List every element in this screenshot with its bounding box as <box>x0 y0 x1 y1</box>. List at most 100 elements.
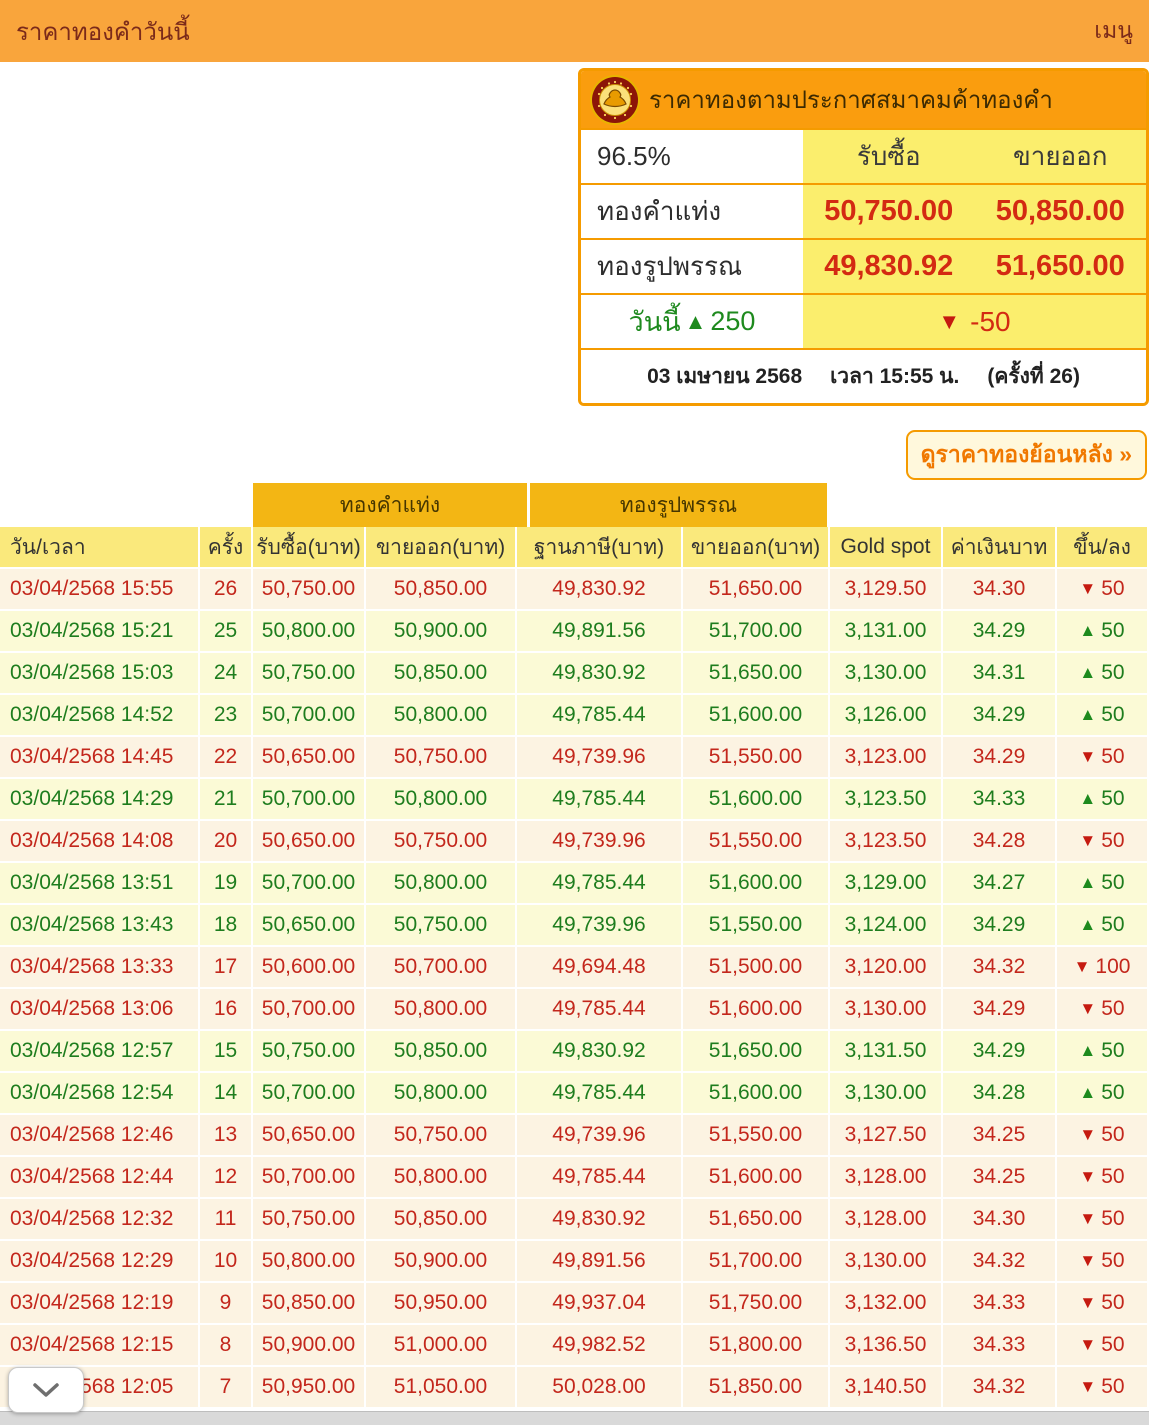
cell-round: 19 <box>200 863 253 905</box>
cell-round: 14 <box>200 1073 253 1115</box>
menu-button[interactable]: เมนู <box>1094 17 1133 43</box>
cell-bar-sell: 50,700.00 <box>366 947 517 989</box>
table-row: 03/04/2568 12:57 15 50,750.00 50,850.00 … <box>0 1031 1149 1073</box>
cell-bar-sell: 50,850.00 <box>366 569 517 611</box>
cell-round: 16 <box>200 989 253 1031</box>
cell-bar-buy: 50,800.00 <box>253 611 366 653</box>
cell-ornament-tax: 50,028.00 <box>517 1367 683 1409</box>
down-triangle-icon: ▼ <box>1079 831 1097 850</box>
cell-datetime: 03/04/2568 14:45 <box>0 737 200 779</box>
cell-baht-rate: 34.28 <box>943 1073 1057 1115</box>
cell-ornament-tax: 49,830.92 <box>517 1199 683 1241</box>
cell-round: 21 <box>200 779 253 821</box>
cell-bar-sell: 50,750.00 <box>366 905 517 947</box>
table-group-header-row: ทองคำแท่ง ทองรูปพรรณ <box>0 483 1149 527</box>
col-header-baht-rate: ค่าเงินบาท <box>943 527 1057 569</box>
cell-round: 20 <box>200 821 253 863</box>
table-row: 03/04/2568 13:43 18 50,650.00 50,750.00 … <box>0 905 1149 947</box>
col-header-datetime: วัน/เวลา <box>0 527 200 569</box>
cell-change: ▲ 50 <box>1057 905 1149 947</box>
cell-baht-rate: 34.29 <box>943 737 1057 779</box>
cell-change: ▲ 50 <box>1057 1073 1149 1115</box>
table-row: 03/04/2568 15:21 25 50,800.00 50,900.00 … <box>0 611 1149 653</box>
up-triangle-icon: ▲ <box>1079 1041 1097 1060</box>
scroll-down-button[interactable] <box>8 1367 84 1413</box>
cell-datetime: 03/04/2568 12:57 <box>0 1031 200 1073</box>
cell-change: ▲ 50 <box>1057 1031 1149 1073</box>
cell-bar-sell: 51,000.00 <box>366 1325 517 1367</box>
cell-datetime: 03/04/2568 13:06 <box>0 989 200 1031</box>
cell-ornament-tax: 49,891.56 <box>517 1241 683 1283</box>
sell-change-value: -50 <box>970 305 1011 337</box>
cell-ornament-sell: 51,550.00 <box>683 821 830 863</box>
cell-ornament-sell: 51,700.00 <box>683 611 830 653</box>
cell-bar-sell: 50,800.00 <box>366 863 517 905</box>
table-column-header-row: วัน/เวลา ครั้ง รับซื้อ(บาท) ขายออก(บาท) … <box>0 527 1149 569</box>
cell-bar-sell: 50,750.00 <box>366 737 517 779</box>
history-button[interactable]: ดูราคาทองย้อนหลัง » <box>905 430 1147 480</box>
cell-bar-sell: 50,800.00 <box>366 779 517 821</box>
cell-bar-sell: 50,900.00 <box>366 611 517 653</box>
group-header-ornament: ทองรูปพรรณ <box>530 483 830 527</box>
cell-datetime: 03/04/2568 15:21 <box>0 611 200 653</box>
cell-bar-sell: 51,050.00 <box>366 1367 517 1409</box>
cell-bar-buy: 50,700.00 <box>253 1073 366 1115</box>
card-title: ราคาทองตามประกาศสมาคมค้าทองคำ <box>649 87 1053 114</box>
cell-round: 9 <box>200 1283 253 1325</box>
up-triangle-icon: ▲ <box>684 308 707 334</box>
today-label: วันนี้ <box>628 307 681 337</box>
ornament-buy-price: 49,830.92 <box>824 250 954 282</box>
cell-ornament-sell: 51,600.00 <box>683 863 830 905</box>
cell-baht-rate: 34.25 <box>943 1115 1057 1157</box>
announcement-round: (ครั้งที่ 26) <box>987 365 1080 388</box>
cell-datetime: 03/04/2568 12:46 <box>0 1115 200 1157</box>
cell-gold-spot: 3,130.00 <box>830 1241 943 1283</box>
cell-round: 26 <box>200 569 253 611</box>
table-row: 03/04/2568 15:55 26 50,750.00 50,850.00 … <box>0 569 1149 611</box>
cell-bar-buy: 50,650.00 <box>253 821 366 863</box>
purity-label: 96.5% <box>581 130 803 183</box>
up-triangle-icon: ▲ <box>1079 705 1097 724</box>
col-header-ornament-tax: ฐานภาษี(บาท) <box>517 527 683 569</box>
col-header-gold-spot: Gold spot <box>830 527 943 569</box>
cell-gold-spot: 3,123.50 <box>830 779 943 821</box>
cell-datetime: 03/04/2568 12:54 <box>0 1073 200 1115</box>
cell-bar-buy: 50,850.00 <box>253 1283 366 1325</box>
up-triangle-icon: ▲ <box>1079 621 1097 640</box>
cell-datetime: 03/04/2568 13:33 <box>0 947 200 989</box>
cell-baht-rate: 34.28 <box>943 821 1057 863</box>
cell-round: 13 <box>200 1115 253 1157</box>
up-triangle-icon: ▲ <box>1079 1083 1097 1102</box>
cell-gold-spot: 3,132.00 <box>830 1283 943 1325</box>
cell-bar-buy: 50,750.00 <box>253 1031 366 1073</box>
cell-bar-buy: 50,950.00 <box>253 1367 366 1409</box>
cell-bar-sell: 50,800.00 <box>366 1157 517 1199</box>
cell-gold-spot: 3,130.00 <box>830 989 943 1031</box>
cell-ornament-tax: 49,785.44 <box>517 1157 683 1199</box>
cell-change: ▲ 50 <box>1057 779 1149 821</box>
cell-baht-rate: 34.29 <box>943 989 1057 1031</box>
cell-round: 7 <box>200 1367 253 1409</box>
cell-datetime: 03/04/2568 14:29 <box>0 779 200 821</box>
cell-change: ▲ 50 <box>1057 611 1149 653</box>
cell-datetime: 03/04/2568 12:15 <box>0 1325 200 1367</box>
page-title: ราคาทองคำวันนี้ <box>16 18 190 46</box>
cell-round: 12 <box>200 1157 253 1199</box>
cell-datetime: 03/04/2568 13:43 <box>0 905 200 947</box>
cell-bar-buy: 50,600.00 <box>253 947 366 989</box>
down-triangle-icon: ▼ <box>1079 1251 1097 1270</box>
cell-bar-sell: 50,900.00 <box>366 1241 517 1283</box>
col-header-bar-buy: รับซื้อ(บาท) <box>253 527 366 569</box>
cell-bar-sell: 50,950.00 <box>366 1283 517 1325</box>
cell-datetime: 03/04/2568 14:08 <box>0 821 200 863</box>
cell-bar-buy: 50,750.00 <box>253 569 366 611</box>
today-change-value: 250 <box>710 306 756 336</box>
cell-ornament-tax: 49,785.44 <box>517 695 683 737</box>
cell-ornament-sell: 51,600.00 <box>683 1073 830 1115</box>
cell-datetime: 03/04/2568 15:03 <box>0 653 200 695</box>
cell-bar-buy: 50,650.00 <box>253 1115 366 1157</box>
cell-round: 18 <box>200 905 253 947</box>
cell-round: 24 <box>200 653 253 695</box>
cell-bar-sell: 50,750.00 <box>366 821 517 863</box>
table-row: 03/04/2568 13:51 19 50,700.00 50,800.00 … <box>0 863 1149 905</box>
